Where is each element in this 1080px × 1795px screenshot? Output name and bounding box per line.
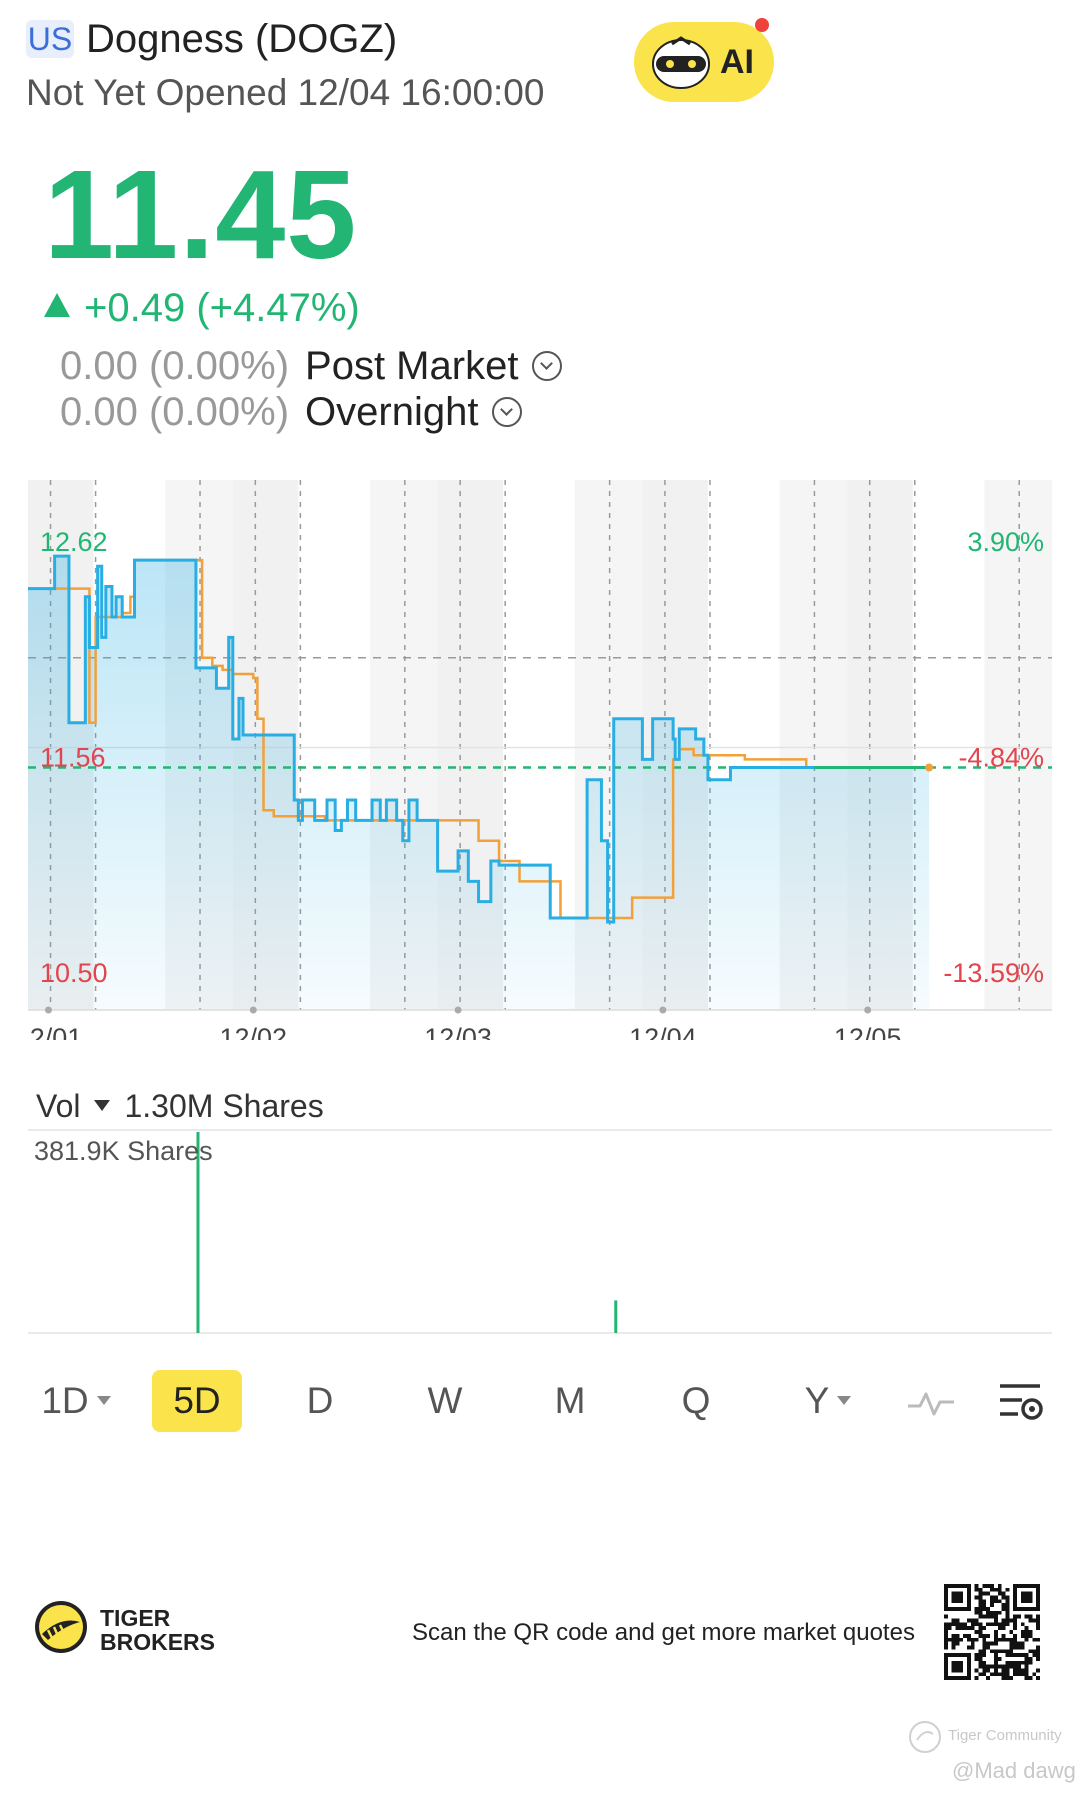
volume-chart <box>28 1129 1052 1334</box>
scan-prompt: Scan the QR code and get more market quo… <box>412 1619 915 1646</box>
ai-assistant-button[interactable]: AI <box>634 22 774 102</box>
volume-max-label: 381.9K Shares <box>34 1136 213 1166</box>
period-m-label: M <box>554 1380 586 1421</box>
price-chart[interactable]: 12.62 11.56 10.50 3.90% -4.84% -13.59% 12/01 12… <box>28 480 1052 1040</box>
ai-label: AI <box>720 43 754 81</box>
brand-name: TIGER BROKERS <box>100 1606 215 1654</box>
up-arrow-icon <box>44 293 70 317</box>
overnight-row[interactable]: 0.00 (0.00%) Overnight <box>60 388 523 436</box>
x-tick-label: 12/04 <box>629 1023 697 1040</box>
market-status: Not Yet Opened 12/04 16:00:00 <box>26 72 545 113</box>
post-market-row[interactable]: 0.00 (0.00%) Post Market <box>60 342 563 390</box>
stock-name: Dogness (DOGZ) <box>86 17 398 61</box>
tiger-brokers-logo-icon <box>35 1601 87 1653</box>
y-tick-label-right: -4.84% <box>958 743 1044 773</box>
x-tick-dot <box>659 1006 667 1014</box>
x-tick-dot <box>44 1006 52 1014</box>
volume-bar <box>196 1132 200 1333</box>
caret-down-icon[interactable] <box>94 1100 111 1111</box>
community-watermark: Tiger Community <box>948 1727 1062 1744</box>
last-price: 11.45 <box>44 144 358 285</box>
x-tick-dot <box>249 1006 257 1014</box>
brand-line-1: TIGER <box>100 1605 171 1631</box>
notification-dot <box>755 18 769 32</box>
volume-header[interactable]: Vol 1.30M Shares <box>36 1086 324 1126</box>
ai-mascot-icon <box>652 36 710 89</box>
volume-label: Vol <box>36 1088 81 1124</box>
caret-down-icon <box>96 1396 111 1405</box>
x-tick-label: 12/02 <box>219 1023 287 1040</box>
y-tick-label-right: -13.59% <box>943 958 1044 988</box>
y-tick-label-left: 11.56 <box>40 743 106 773</box>
y-tick-label-right: 3.90% <box>967 527 1044 557</box>
period-y-label: Y <box>804 1380 830 1421</box>
x-tick-label: 12/01 <box>28 1023 82 1040</box>
overnight-label: Overnight <box>305 390 479 434</box>
community-watermark-icon <box>909 1721 941 1753</box>
indicator-line-icon[interactable] <box>906 1384 956 1420</box>
period-1d-label: 1D <box>41 1380 89 1421</box>
last-price-dot <box>925 763 934 772</box>
chevron-down-icon[interactable] <box>492 397 523 427</box>
period-y[interactable]: Y <box>788 1370 868 1432</box>
market-badge: US <box>26 20 74 58</box>
x-tick-dot <box>454 1006 462 1014</box>
x-tick-label: 12/03 <box>424 1023 492 1040</box>
period-5d-label: 5D <box>173 1380 221 1421</box>
volume-bar <box>614 1300 618 1333</box>
chevron-down-icon[interactable] <box>532 351 563 381</box>
x-tick-dot <box>864 1006 872 1014</box>
brand-line-2: BROKERS <box>100 1629 216 1655</box>
qr-code <box>944 1584 1040 1680</box>
price-change-value: +0.49 (+4.47%) <box>84 286 360 330</box>
post-market-value: 0.00 (0.00%) <box>60 344 290 388</box>
y-tick-label-left: 10.50 <box>40 958 108 988</box>
period-w-label: W <box>427 1380 463 1421</box>
period-w[interactable]: W <box>405 1370 485 1432</box>
price-area <box>28 556 930 1010</box>
price-change: +0.49 (+4.47%) <box>44 284 360 332</box>
volume-total: 1.30M Shares <box>124 1088 324 1124</box>
period-1d[interactable]: 1D <box>36 1370 116 1432</box>
chart-settings-icon[interactable] <box>996 1380 1046 1424</box>
y-tick-label-left: 12.62 <box>40 527 108 557</box>
caret-down-icon <box>837 1396 852 1405</box>
post-market-label: Post Market <box>305 344 519 388</box>
period-q[interactable]: Q <box>656 1370 736 1432</box>
period-d-label: D <box>306 1380 334 1421</box>
period-m[interactable]: M <box>530 1370 610 1432</box>
afterhours-shade <box>984 480 1052 1010</box>
period-selector: 1D 5D D W M Q Y <box>0 1370 1080 1440</box>
price-line <box>28 554 930 924</box>
period-5d[interactable]: 5D <box>152 1370 242 1432</box>
x-tick-label: 12/05 <box>834 1023 902 1040</box>
period-q-label: Q <box>681 1380 711 1421</box>
period-d[interactable]: D <box>280 1370 360 1432</box>
user-watermark: @Mad dawg <box>952 1758 1076 1783</box>
overnight-value: 0.00 (0.00%) <box>60 390 290 434</box>
